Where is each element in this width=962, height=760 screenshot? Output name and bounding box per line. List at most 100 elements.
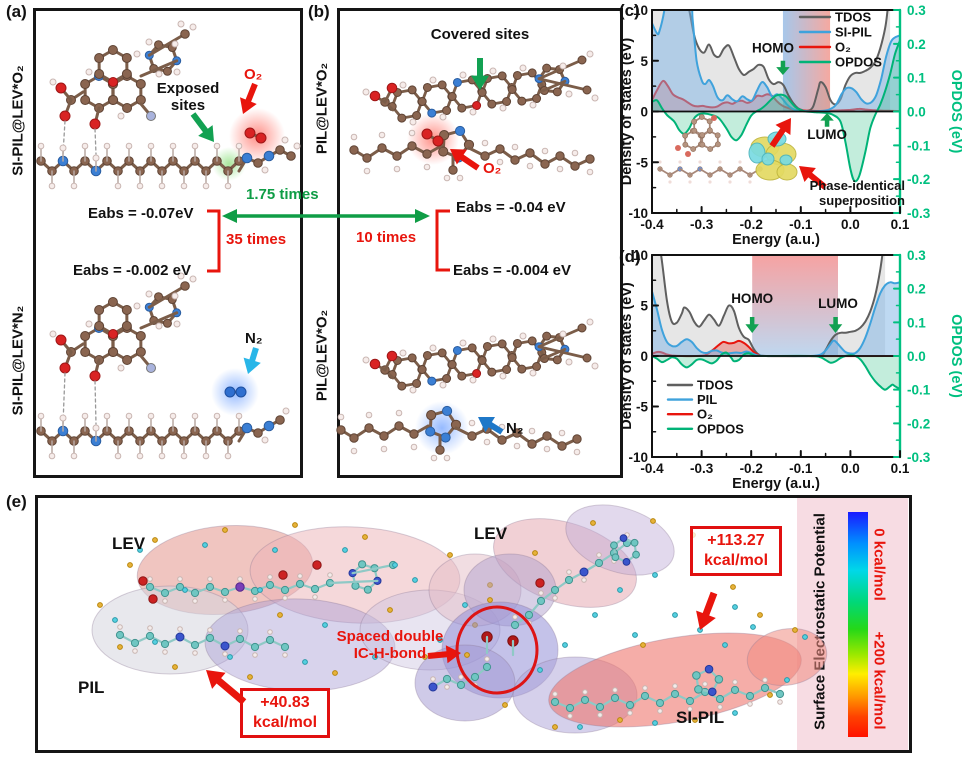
- panel-b-eabs-bottom: Eabs = -0.004 eV: [453, 262, 571, 279]
- energy-badge-40: +40.83 kcal/mol: [240, 688, 330, 738]
- scene-si-pil-lev-n2: [36, 272, 290, 460]
- svg-text:PIL: PIL: [697, 392, 717, 407]
- panel-a-side-label-top: SI-PIL@LEV*O₂: [9, 65, 27, 176]
- panel-b-n2-label: N₂: [506, 420, 524, 437]
- y-axis-label-left: Density of states (eV): [619, 282, 635, 430]
- scene-si-pil-lev-o2: [36, 20, 301, 190]
- svg-text:TDOS: TDOS: [835, 10, 871, 25]
- svg-text:-10: -10: [628, 206, 648, 221]
- panel-b-ratio: 10 times: [356, 229, 417, 246]
- x-axis-label: Energy (a.u.): [732, 476, 820, 492]
- panel-b-o2-label: O₂: [483, 160, 502, 177]
- homo-lumo-gap-band: [782, 10, 831, 112]
- series-line-TDOS: [660, 255, 884, 358]
- x-axis-label: Energy (a.u.): [732, 232, 820, 248]
- series-line-OPDOS: [652, 351, 900, 391]
- panel-a-box: [33, 8, 303, 478]
- annotation-homo: HOMO: [731, 291, 773, 306]
- panel-b-molecule-graphic: [336, 50, 599, 462]
- panel-b-side-label-top: PIL@LEV*O₂: [313, 62, 331, 155]
- annotation-lumo: LUMO: [807, 127, 847, 142]
- lev-label-left: LEV: [112, 534, 146, 553]
- svg-text:0.3: 0.3: [907, 3, 926, 18]
- covered-sites-label: Covered sites: [430, 26, 530, 43]
- orbital-inset: [657, 114, 798, 184]
- svg-text:0.0: 0.0: [841, 217, 860, 232]
- svg-text:0.0: 0.0: [907, 105, 926, 120]
- lev-label-right: LEV: [474, 524, 508, 543]
- hbond-label: Spaced double IC-H-bond: [336, 628, 444, 662]
- svg-text:5: 5: [640, 54, 648, 69]
- panel-d-tag: (d): [619, 247, 641, 266]
- phase-annotation: superposition: [819, 193, 905, 208]
- svg-text:O₂: O₂: [835, 40, 851, 55]
- series-fill-PIL: [652, 282, 900, 357]
- axis-ticks: -10 -5 0 5 10 -0.3 -0.2 -0.1 0.0 0.1 0.2 0.3 -0.4 -0.…: [628, 3, 930, 232]
- y-axis-label-right: OPDOS (eV): [948, 70, 962, 154]
- panel-a-tag: (a): [6, 2, 27, 21]
- lev-molecule: [49, 272, 197, 382]
- plot-area-d: [652, 255, 900, 391]
- svg-text:-0.4: -0.4: [640, 461, 664, 476]
- homo-lumo-gap-band: [752, 255, 838, 356]
- svg-text:-0.3: -0.3: [690, 461, 714, 476]
- pil-molecule: [336, 405, 582, 462]
- svg-text:-5: -5: [636, 155, 648, 170]
- lev-molecule: [49, 20, 197, 130]
- series-line-SI-PIL: [652, 10, 900, 113]
- phase-annotation: Phase-identical: [810, 178, 905, 193]
- svg-text:-0.1: -0.1: [789, 217, 813, 232]
- svg-text:OPDOS: OPDOS: [835, 55, 882, 70]
- panel-a-eabs-top: Eabs = -0.07eV: [88, 205, 194, 222]
- annotation-lumo: LUMO: [818, 296, 858, 311]
- svg-text:-0.2: -0.2: [907, 172, 930, 187]
- dos-chart-si-pil: -10 -5 0 5 10 -0.3 -0.2 -0.1 0.0 0.1 0.2 0.3 -0.4 -0.…: [619, 3, 962, 248]
- colorbar-gradient: [848, 512, 868, 737]
- annotation-homo: HOMO: [752, 41, 794, 56]
- svg-text:0.1: 0.1: [907, 315, 926, 330]
- series-line-TDOS: [688, 10, 889, 113]
- y-axis-label-left: Density of states (eV): [619, 38, 635, 186]
- svg-text:0.0: 0.0: [907, 349, 926, 364]
- link-ratio: 1.75 times: [246, 186, 319, 203]
- panel-a-molecule-graphic: [36, 20, 301, 460]
- lev-molecule-tilted: [362, 50, 599, 126]
- svg-text:5: 5: [640, 299, 648, 314]
- svg-text:0.1: 0.1: [891, 217, 910, 232]
- sipil-label: SI-PIL: [676, 708, 725, 727]
- svg-text:-0.2: -0.2: [907, 416, 930, 431]
- svg-text:TDOS: TDOS: [697, 378, 733, 393]
- panel-e-tag: (e): [6, 492, 27, 511]
- svg-text:SI-PIL: SI-PIL: [835, 25, 872, 40]
- svg-text:-0.1: -0.1: [789, 461, 813, 476]
- svg-text:O₂: O₂: [697, 407, 713, 422]
- pil-label: PIL: [78, 678, 105, 697]
- svg-text:-0.4: -0.4: [640, 217, 664, 232]
- svg-text:-10: -10: [628, 450, 648, 465]
- svg-text:-0.2: -0.2: [740, 217, 763, 232]
- svg-text:0.0: 0.0: [841, 461, 860, 476]
- axis-ticks: -10 -5 0 5 10 -0.3 -0.2 -0.1 0.0 0.1 0.2 0.3 -0.4 -0.…: [628, 248, 930, 476]
- svg-text:0.2: 0.2: [907, 37, 926, 52]
- panel-a-ratio: 35 times: [226, 231, 287, 248]
- panel-a-n2-label: N₂: [245, 330, 263, 347]
- panel-b-side-label-bottom: PIL@LEV*O₂: [313, 309, 331, 402]
- series-fill-TDOS: [652, 255, 886, 357]
- svg-text:0.2: 0.2: [907, 282, 926, 297]
- svg-text:0: 0: [640, 105, 648, 120]
- energy-badge-113: +113.27 kcal/mol: [690, 526, 782, 576]
- dos-chart-pil: -10 -5 0 5 10 -0.3 -0.2 -0.1 0.0 0.1 0.2 0.3 -0.4 -0.…: [619, 248, 962, 492]
- scene-pil-lev-o2: [349, 50, 599, 182]
- panel-a-eabs-bottom: Eabs = -0.002 eV: [73, 262, 191, 279]
- svg-text:-0.3: -0.3: [907, 206, 931, 221]
- svg-text:10: 10: [633, 248, 648, 263]
- svg-text:10: 10: [633, 3, 648, 18]
- panel-c-tag: (c): [619, 1, 640, 20]
- svg-text:-0.1: -0.1: [907, 383, 931, 398]
- lev-molecule-tilted: [362, 318, 599, 394]
- svg-text:-0.2: -0.2: [740, 461, 763, 476]
- y-axis-label-right: OPDOS (eV): [948, 314, 962, 398]
